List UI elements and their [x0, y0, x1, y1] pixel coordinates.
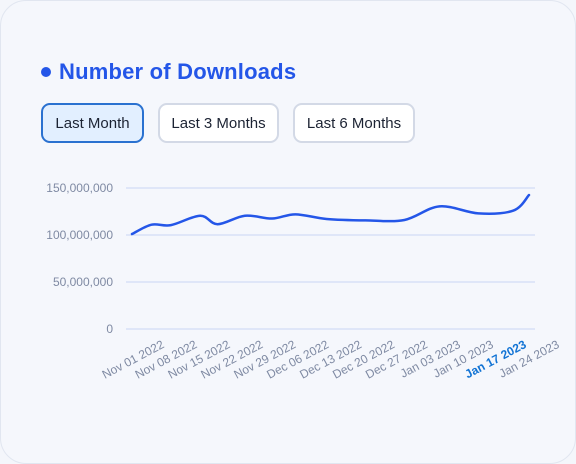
y-tick-label: 100,000,000: [46, 228, 113, 242]
chart-title: Number of Downloads: [59, 59, 297, 84]
y-tick-label: 0: [106, 322, 113, 336]
last-6-months-button[interactable]: Last 6 Months: [293, 103, 415, 143]
last-3-months-button[interactable]: Last 3 Months: [158, 103, 279, 143]
y-tick-label: 50,000,000: [53, 275, 113, 289]
y-tick-label: 150,000,000: [46, 181, 113, 195]
last-month-button[interactable]: Last Month: [41, 103, 144, 143]
title-dot-icon: [41, 67, 51, 77]
downloads-series-line: [130, 193, 531, 236]
title-row: Number of Downloads: [41, 59, 296, 85]
